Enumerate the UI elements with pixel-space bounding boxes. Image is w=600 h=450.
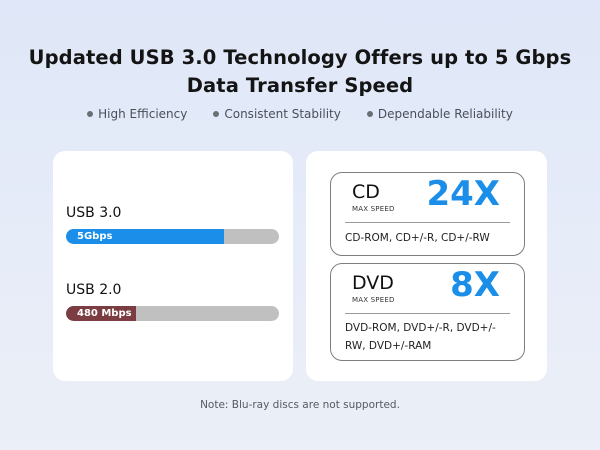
cd-speed: 24X	[426, 174, 500, 214]
page-title: Updated USB 3.0 Technology Offers up to …	[0, 44, 600, 100]
dvd-speed-box: DVD MAX SPEED 8X DVD-ROM, DVD+/-R, DVD+/…	[330, 263, 525, 361]
dvd-divider	[345, 313, 510, 314]
cd-formats: CD-ROM, CD+/-R, CD+/-RW	[345, 232, 490, 244]
bullet-dot-icon	[87, 111, 94, 117]
cd-divider	[345, 222, 510, 223]
feature-dependable-reliability: Dependable Reliability	[366, 107, 513, 121]
cd-name: CD	[352, 181, 380, 203]
usb3-speed-fill: 5Gbps	[66, 229, 224, 244]
feature-label: High Efficiency	[98, 107, 188, 121]
usb-speed-card: USB 3.0 5Gbps USB 2.0 480 Mbps	[53, 151, 293, 381]
cd-subtitle: MAX SPEED	[352, 205, 395, 213]
usb2-speed-bar: 480 Mbps	[66, 306, 279, 321]
title-line-1: Updated USB 3.0 Technology Offers up to …	[28, 46, 572, 69]
bullet-dot-icon	[366, 111, 373, 117]
bullet-dot-icon	[213, 111, 220, 117]
blu-ray-note: Note: Blu-ray discs are not supported.	[200, 399, 400, 411]
usb2-speed-label: 480 Mbps	[77, 308, 132, 319]
usb3-speed-bar: 5Gbps	[66, 229, 279, 244]
dvd-formats: DVD-ROM, DVD+/-R, DVD+/-RW, DVD+/-RAM	[345, 322, 496, 352]
feature-label: Consistent Stability	[224, 107, 341, 121]
feature-high-efficiency: High Efficiency	[87, 107, 187, 121]
usb3-speed-label: 5Gbps	[77, 231, 113, 242]
usb2-label: USB 2.0	[66, 282, 122, 298]
usb3-label: USB 3.0	[66, 205, 122, 221]
feature-consistent-stability: Consistent Stability	[213, 107, 341, 121]
cd-speed-box: CD MAX SPEED 24X CD-ROM, CD+/-R, CD+/-RW	[330, 172, 525, 256]
feature-list: High Efficiency Consistent Stability Dep…	[0, 107, 600, 121]
usb2-speed-fill: 480 Mbps	[66, 306, 137, 321]
disc-speed-card: CD MAX SPEED 24X CD-ROM, CD+/-R, CD+/-RW…	[306, 151, 547, 381]
dvd-name: DVD	[352, 272, 394, 294]
title-line-2: Data Transfer Speed	[186, 74, 414, 97]
dvd-speed: 8X	[450, 265, 500, 305]
dvd-subtitle: MAX SPEED	[352, 296, 395, 304]
feature-label: Dependable Reliability	[377, 107, 513, 121]
